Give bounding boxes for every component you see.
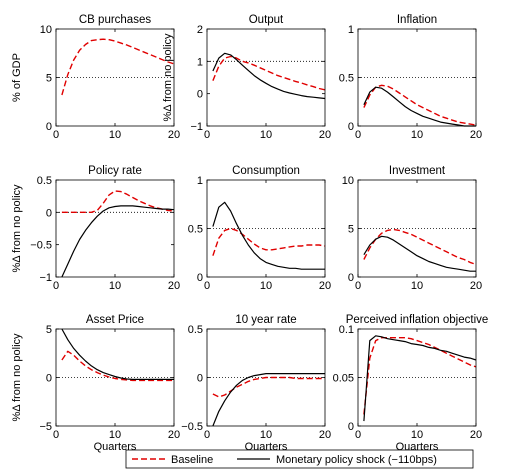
y-tick-label: 0 [197, 373, 203, 385]
chart-title: Inflation [397, 14, 437, 26]
x-tick-label: 0 [355, 280, 361, 292]
shock-series-line [61, 205, 175, 278]
x-tick-label: 0 [355, 429, 361, 441]
baseline-series-line [61, 38, 175, 96]
legend-box [125, 449, 474, 469]
baseline-series-line [363, 228, 477, 266]
y-tick-label: 1 [197, 175, 203, 187]
plot-frame [357, 179, 477, 278]
y-tick-label: 0 [348, 421, 354, 433]
y-tick-label: 0 [46, 373, 52, 385]
baseline-series-line [61, 350, 174, 382]
x-tick-label: 20 [168, 280, 180, 292]
x-tick-label: 20 [470, 129, 482, 141]
legend-shock-label: Monetary policy shock (−110bps) [276, 454, 437, 466]
y-tick-label: 0.1 [339, 324, 354, 336]
plot-frame [55, 328, 175, 427]
x-tick-label: 0 [204, 429, 210, 441]
y-tick-label: 0.05 [333, 373, 354, 385]
shock-series-line [363, 86, 476, 127]
y-tick-label: 0 [46, 207, 52, 219]
x-tick-label: 0 [204, 129, 210, 141]
x-tick-label: 10 [109, 129, 121, 141]
plot-frame [55, 179, 175, 278]
plot-frame [357, 328, 477, 427]
y-tick-label: −1 [190, 121, 203, 133]
chart-title: CB purchases [79, 14, 151, 26]
x-tick-label: 10 [411, 129, 423, 141]
y-tick-label: 10 [342, 175, 354, 187]
y-tick-label: 1 [197, 56, 203, 68]
legend-baseline-label: Baseline [171, 454, 213, 466]
y-tick-label: 0 [197, 89, 203, 101]
baseline-series-line [363, 84, 477, 126]
plot-frame [357, 28, 477, 127]
baseline-series-line [212, 55, 326, 91]
x-tick-label: 10 [411, 429, 423, 441]
y-axis-label: %Δ from no policy [11, 333, 23, 422]
x-tick-label: 20 [168, 129, 180, 141]
chart-title: Investment [389, 165, 446, 177]
y-tick-label: 0.5 [188, 224, 203, 236]
y-tick-label: 0 [348, 121, 354, 133]
shock-series-line [363, 235, 476, 272]
x-tick-label: 10 [260, 129, 272, 141]
x-tick-label: 20 [319, 280, 331, 292]
shock-series-line [61, 328, 174, 380]
y-tick-label: −0.5 [181, 421, 203, 433]
y-tick-label: 2 [197, 24, 203, 36]
y-tick-label: 5 [46, 324, 52, 336]
y-tick-label: 0.5 [339, 73, 354, 85]
shock-series-line [212, 373, 325, 427]
x-tick-label: 10 [109, 429, 121, 441]
x-tick-label: 10 [411, 280, 423, 292]
y-tick-label: 0.5 [37, 175, 52, 187]
chart-title: Output [249, 14, 284, 26]
shock-series-line [212, 52, 326, 100]
y-tick-label: 10 [40, 24, 52, 36]
x-tick-label: 10 [260, 429, 272, 441]
x-tick-label: 0 [53, 429, 59, 441]
y-tick-label: 1 [348, 24, 354, 36]
chart-title: Perceived inflation objective [346, 314, 489, 326]
x-tick-label: 20 [470, 429, 482, 441]
y-tick-label: 5 [348, 224, 354, 236]
y-tick-label: 0 [197, 272, 203, 284]
baseline-series-line [363, 337, 477, 415]
baseline-series-line [212, 227, 326, 256]
x-tick-label: 20 [319, 129, 331, 141]
y-tick-label: 0 [46, 121, 52, 133]
y-tick-label: −1 [39, 272, 52, 284]
shock-series-line [212, 201, 325, 270]
y-tick-label: 0.5 [188, 324, 203, 336]
y-tick-label: −0.5 [30, 240, 52, 252]
x-tick-label: 0 [204, 280, 210, 292]
y-axis-label: %Δ from no policy [162, 33, 174, 122]
x-tick-label: 0 [355, 129, 361, 141]
y-axis-label: %Δ from no policy [11, 184, 23, 273]
y-axis-label: % of GDP [11, 53, 23, 102]
y-tick-label: 5 [46, 73, 52, 85]
x-tick-label: 20 [470, 280, 482, 292]
plot-frame [55, 28, 175, 127]
chart-title: Consumption [232, 165, 300, 177]
baseline-series-line [61, 190, 175, 214]
chart-title: Asset Price [86, 314, 144, 326]
x-tick-label: 0 [53, 129, 59, 141]
y-tick-label: −5 [39, 421, 52, 433]
x-tick-label: 10 [260, 280, 272, 292]
plot-frame [206, 28, 326, 127]
chart-title: Policy rate [88, 165, 142, 177]
x-tick-label: 10 [109, 280, 121, 292]
y-tick-label: 0 [348, 272, 354, 284]
x-tick-label: 20 [319, 429, 331, 441]
x-tick-label: 20 [168, 429, 180, 441]
chart-title: 10 year rate [235, 314, 296, 326]
shock-series-line [363, 335, 477, 422]
x-tick-label: 0 [53, 280, 59, 292]
